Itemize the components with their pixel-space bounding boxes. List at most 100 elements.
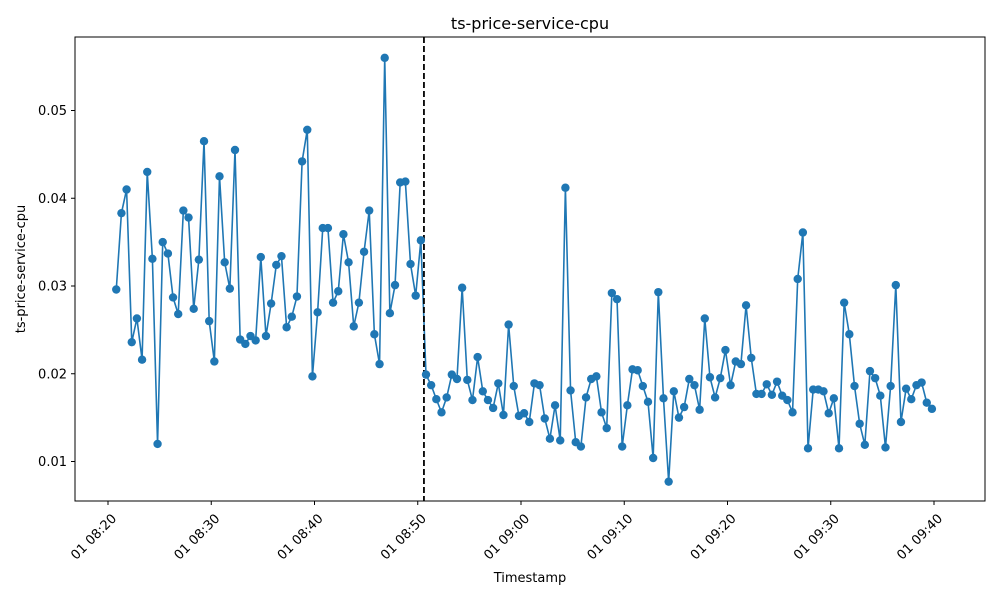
- data-point: [210, 357, 219, 366]
- y-tick-label: 0.03: [38, 280, 67, 295]
- data-point: [277, 251, 286, 261]
- data-point: [204, 316, 214, 326]
- data-point: [819, 387, 828, 396]
- data-point: [566, 386, 575, 395]
- data-point: [623, 401, 632, 410]
- data-point: [432, 395, 441, 404]
- data-point: [230, 145, 240, 155]
- data-point: [643, 397, 653, 407]
- data-point: [380, 53, 389, 63]
- data-point: [426, 380, 436, 390]
- data-point: [442, 393, 451, 402]
- y-tick-label: 0.04: [38, 192, 67, 207]
- data-point: [282, 323, 291, 332]
- data-point: [669, 387, 679, 396]
- data-point: [736, 359, 746, 369]
- data-point: [127, 337, 136, 347]
- data-point: [406, 259, 415, 269]
- data-point: [659, 394, 668, 403]
- data-point: [122, 185, 131, 194]
- data-point: [334, 287, 343, 296]
- data-point: [411, 291, 420, 300]
- y-axis: 0.01 0.02 0.03 0.04 0.05: [38, 104, 75, 470]
- data-point: [638, 381, 648, 391]
- data-point: [199, 137, 209, 146]
- data-point: [148, 254, 157, 263]
- data-point: [452, 374, 462, 384]
- data-point: [695, 405, 704, 414]
- data-point: [323, 223, 333, 233]
- data-point: [220, 258, 229, 267]
- data-point: [654, 287, 663, 297]
- data-point: [215, 172, 224, 181]
- data-point: [648, 453, 658, 463]
- plot-frame: [74, 36, 986, 502]
- data-point: [488, 403, 498, 413]
- data-point: [581, 393, 591, 402]
- data-point: [617, 442, 627, 451]
- data-point: [457, 283, 467, 292]
- data-point: [225, 284, 235, 293]
- data-point: [901, 384, 911, 393]
- data-point: [710, 393, 720, 402]
- data-point: [303, 125, 312, 135]
- data-point: [179, 206, 188, 215]
- data-point: [494, 379, 503, 388]
- x-axis-title: Timestamp: [493, 571, 567, 586]
- data-point: [685, 374, 694, 384]
- data-point: [705, 373, 715, 382]
- data-point: [716, 373, 725, 383]
- data-point: [917, 378, 926, 387]
- data-point: [793, 274, 802, 284]
- data-point: [463, 375, 472, 385]
- data-point: [762, 380, 771, 389]
- data-point: [519, 409, 529, 418]
- data-point: [359, 247, 369, 256]
- data-point: [473, 352, 482, 362]
- data-point: [907, 395, 916, 404]
- data-point: [721, 345, 730, 355]
- data-point: [344, 258, 353, 267]
- data-point: [679, 402, 689, 412]
- y-tick-label: 0.01: [38, 455, 67, 470]
- plot-area: [112, 37, 937, 501]
- data-point: [798, 228, 808, 237]
- chart-title: ts-price-service-cpu: [451, 14, 609, 33]
- data-point: [349, 322, 358, 331]
- data-point: [117, 208, 126, 218]
- data-point: [865, 366, 875, 376]
- data-point: [767, 390, 777, 400]
- data-point: [602, 423, 611, 433]
- data-point: [365, 206, 374, 215]
- data-point: [143, 167, 152, 177]
- data-point: [370, 330, 379, 339]
- data-point: [468, 395, 477, 405]
- data-point: [829, 394, 839, 403]
- data-point: [174, 309, 183, 319]
- data-point: [112, 285, 121, 294]
- data-point: [287, 312, 296, 321]
- data-point: [354, 298, 364, 307]
- data-point: [896, 417, 906, 427]
- data-point: [839, 298, 849, 307]
- data-point: [168, 293, 178, 302]
- data-point: [256, 252, 266, 262]
- y-tick-label: 0.02: [38, 367, 67, 382]
- data-point: [556, 436, 565, 445]
- data-point: [700, 314, 709, 323]
- data-point: [886, 381, 895, 391]
- data-point: [690, 380, 699, 390]
- data-point: [266, 299, 276, 308]
- data-point: [504, 320, 513, 329]
- data-point: [390, 280, 400, 290]
- data-point: [385, 309, 395, 318]
- data-point: [525, 417, 534, 427]
- data-point: [189, 304, 198, 314]
- data-point: [747, 353, 756, 363]
- data-point: [788, 408, 797, 417]
- data-point: [313, 308, 322, 317]
- data-point: [891, 280, 900, 290]
- data-point: [881, 443, 890, 452]
